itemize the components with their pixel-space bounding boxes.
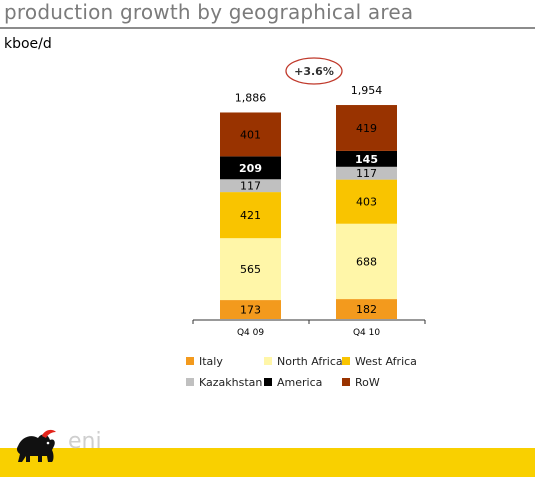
category-label: Q4 10	[353, 328, 380, 338]
data-label: 565	[240, 263, 261, 276]
legend-swatch	[342, 357, 350, 365]
data-label: 182	[356, 303, 377, 316]
legend-label: Italy	[199, 355, 223, 368]
legend-label: America	[277, 376, 323, 389]
legend-swatch	[186, 378, 194, 386]
legend-label: North Africa	[277, 355, 343, 368]
bar-segment-row	[336, 105, 397, 151]
legend-swatch	[342, 378, 350, 386]
legend-item-america: America	[264, 376, 322, 389]
data-label: 173	[240, 304, 261, 317]
title-divider	[0, 27, 535, 29]
bar-segment-north-africa	[336, 223, 397, 300]
bar-segment-italy	[336, 299, 397, 319]
legend-label: Kazakhstan	[199, 376, 263, 389]
legend-item-italy: Italy	[186, 355, 223, 368]
data-label: 117	[356, 167, 377, 180]
legend-label: RoW	[355, 376, 380, 389]
legend-label: West Africa	[355, 355, 417, 368]
total-label: 1,954	[351, 84, 383, 97]
bar-segment-america	[220, 156, 281, 180]
data-label: 421	[240, 209, 261, 222]
bar-segment-row	[220, 112, 281, 157]
bar-stack-0: 173 565 421 117 209 401	[220, 112, 281, 319]
total-label: 1,886	[235, 91, 267, 104]
footer-strip	[0, 448, 535, 477]
chart-title: production growth by geographical area	[4, 0, 414, 24]
bar-segment-west-africa	[336, 179, 397, 224]
data-label: 688	[356, 255, 377, 268]
legend-swatch	[186, 357, 194, 365]
bar-segment-kazakhstan	[336, 166, 397, 180]
legend-swatch	[264, 357, 272, 365]
legend-swatch	[264, 378, 272, 386]
bar-segment-west-africa	[220, 192, 281, 239]
bar-segment-kazakhstan	[220, 179, 281, 193]
data-label: 419	[356, 122, 377, 135]
growth-badge: +3.6%	[285, 57, 343, 85]
legend-item-north-africa: North Africa	[264, 355, 343, 368]
bar-segment-north-africa	[220, 238, 281, 301]
legend-item-row: RoW	[342, 376, 380, 389]
legend-item-west-africa: West Africa	[342, 355, 417, 368]
data-label: 403	[356, 196, 377, 209]
data-label: 401	[240, 128, 261, 141]
data-label: 117	[240, 180, 261, 193]
bar-segment-italy	[220, 300, 281, 319]
bar-segment-america	[336, 150, 397, 167]
growth-badge-text: +3.6%	[294, 65, 334, 78]
logo-text: eni	[68, 429, 102, 454]
dog-logo-icon	[16, 429, 56, 462]
category-label: Q4 09	[237, 328, 264, 338]
footer-band	[0, 425, 535, 448]
data-label: 145	[355, 153, 378, 166]
unit-label: kboe/d	[4, 36, 52, 52]
data-label: 209	[239, 162, 262, 175]
eni-logo: eni	[16, 429, 102, 462]
legend-item-kazakhstan: Kazakhstan	[186, 376, 262, 389]
